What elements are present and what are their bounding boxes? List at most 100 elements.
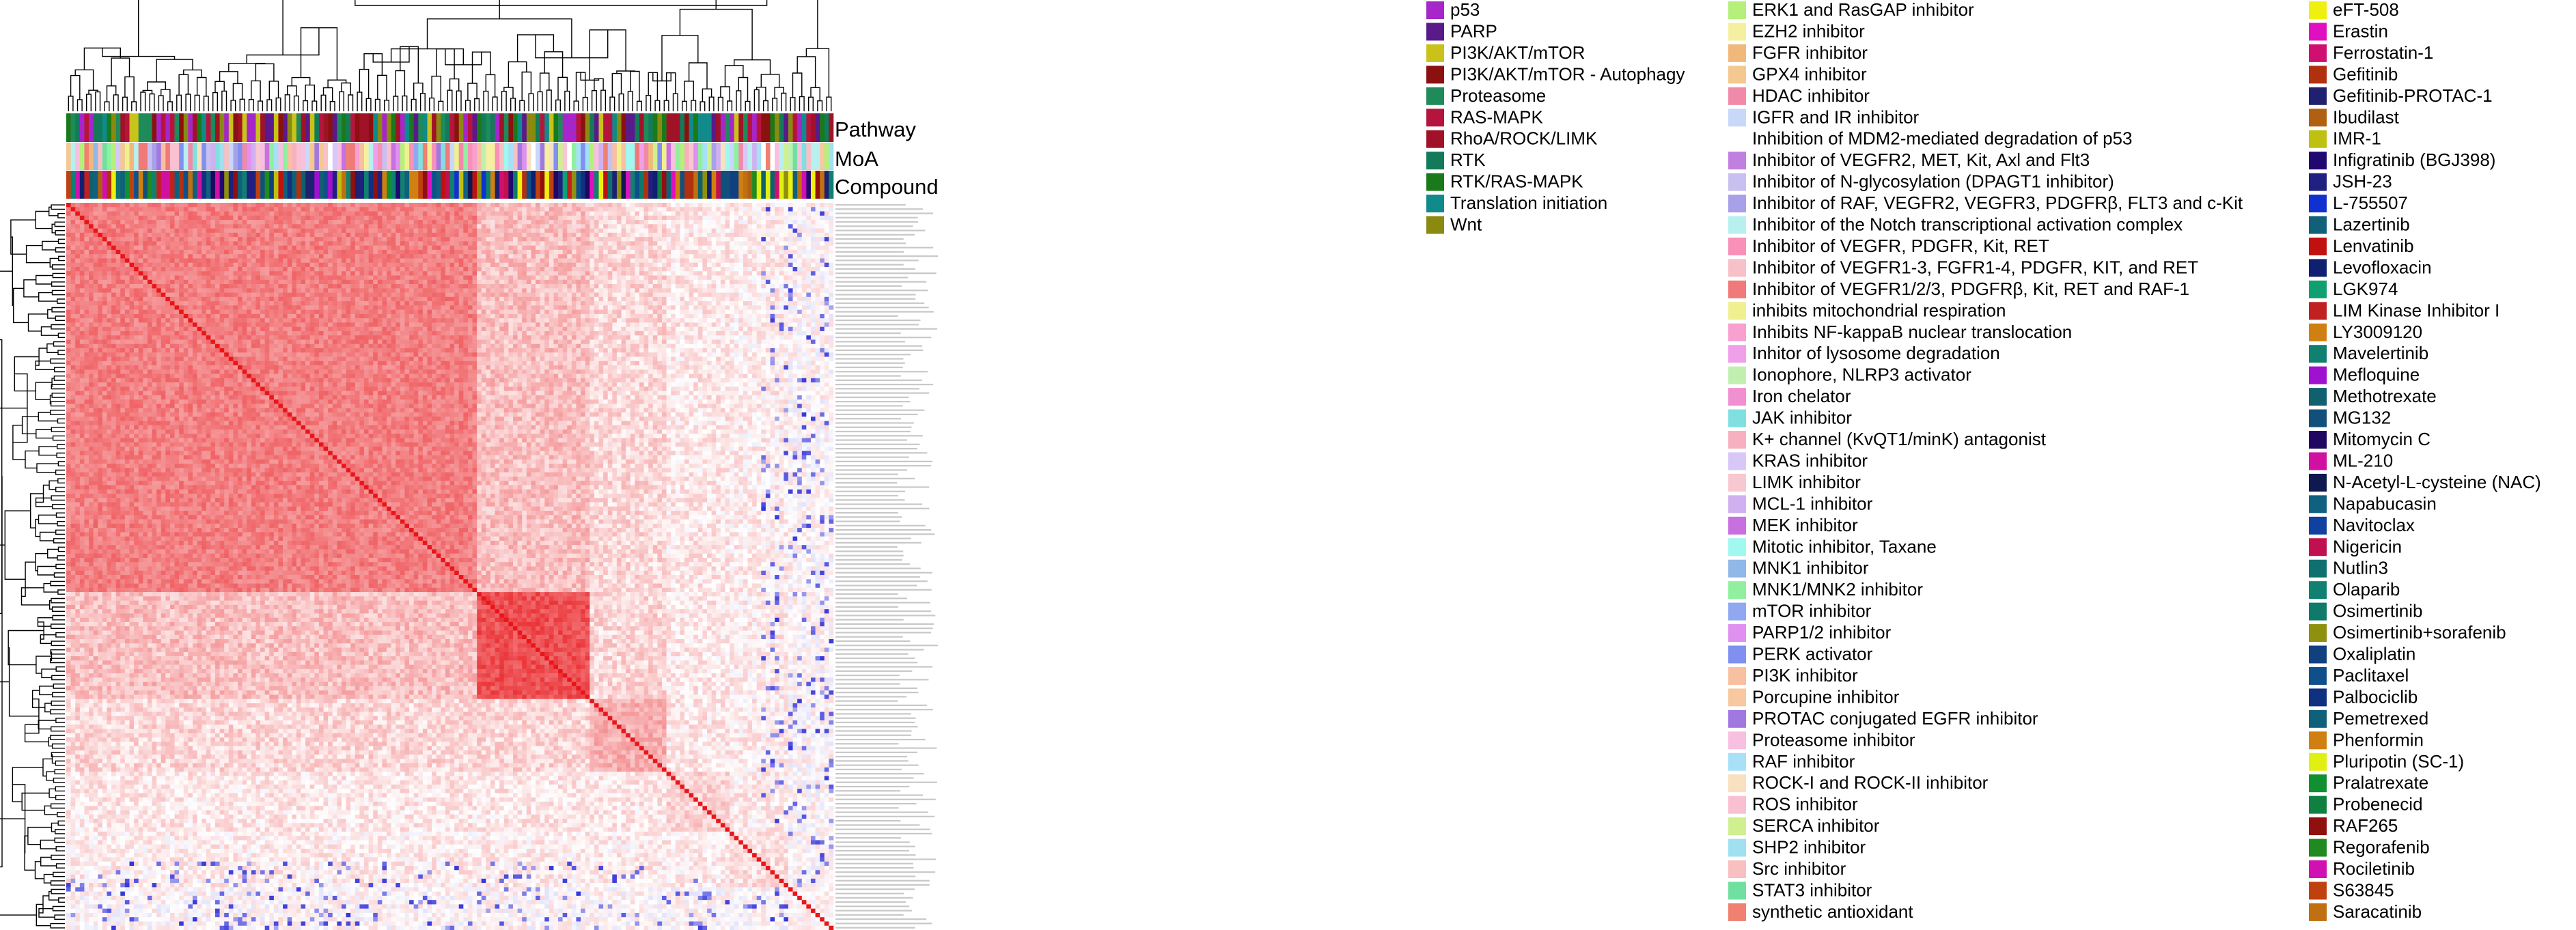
moa-track-cell bbox=[134, 143, 139, 170]
heatmap-cell bbox=[309, 224, 315, 229]
pathway-track-cell bbox=[797, 113, 803, 142]
heatmap-cell bbox=[603, 284, 609, 289]
heatmap-cell bbox=[283, 237, 288, 242]
heatmap-cell bbox=[255, 215, 261, 221]
heatmap-cell bbox=[309, 288, 315, 293]
heatmap-cell bbox=[666, 271, 671, 276]
heatmap-cell bbox=[544, 245, 550, 251]
moa-track-cell bbox=[422, 143, 428, 170]
heatmap-cell bbox=[648, 271, 654, 276]
heatmap-cell bbox=[635, 288, 640, 293]
heatmap-cell bbox=[341, 288, 346, 293]
heatmap-cell bbox=[684, 245, 689, 251]
heatmap-cell bbox=[391, 207, 396, 212]
heatmap-cell bbox=[590, 288, 595, 293]
heatmap-cell bbox=[648, 232, 654, 238]
heatmap-cell bbox=[84, 207, 89, 212]
heatmap-cell bbox=[165, 249, 171, 255]
heatmap-cell bbox=[743, 207, 748, 212]
heatmap-cell bbox=[314, 301, 320, 306]
heatmap-cell bbox=[472, 224, 477, 229]
heatmap-cell bbox=[210, 301, 216, 306]
heatmap-cell bbox=[558, 203, 563, 208]
heatmap-cell bbox=[134, 284, 139, 289]
heatmap-cell bbox=[707, 232, 712, 238]
heatmap-cell bbox=[66, 305, 71, 310]
heatmap-cell bbox=[558, 296, 563, 302]
pathway-track-cell bbox=[720, 113, 725, 142]
heatmap-cell bbox=[183, 279, 189, 285]
heatmap-cell bbox=[337, 228, 342, 234]
heatmap-cell bbox=[697, 262, 703, 268]
heatmap-cell bbox=[238, 296, 243, 302]
heatmap-cell bbox=[404, 301, 410, 306]
heatmap-cell bbox=[179, 279, 184, 285]
heatmap-cell bbox=[292, 292, 297, 298]
compound-track-cell bbox=[368, 171, 374, 199]
pathway-track-cell bbox=[612, 113, 618, 142]
pathway-track-cell bbox=[671, 113, 676, 142]
heatmap-cell bbox=[224, 245, 230, 251]
heatmap-cell bbox=[296, 249, 301, 255]
moa-track-cell bbox=[445, 143, 450, 170]
heatmap-cell bbox=[337, 224, 342, 229]
pathway-track-cell bbox=[734, 113, 739, 142]
heatmap-cell bbox=[571, 207, 577, 212]
heatmap-cell bbox=[467, 224, 473, 229]
heatmap-cell bbox=[630, 275, 635, 281]
pathway-track-cell bbox=[517, 113, 523, 142]
heatmap-cell bbox=[639, 224, 644, 229]
heatmap-cell bbox=[228, 220, 234, 225]
heatmap-cell bbox=[707, 207, 712, 212]
heatmap-cell bbox=[179, 284, 184, 289]
heatmap-cell bbox=[454, 232, 460, 238]
heatmap-cell bbox=[107, 211, 112, 216]
heatmap-cell bbox=[553, 266, 559, 272]
heatmap-cell bbox=[503, 271, 509, 276]
moa-track-cell bbox=[643, 143, 649, 170]
heatmap-cell bbox=[409, 241, 414, 246]
heatmap-cell bbox=[675, 296, 680, 302]
heatmap-cell bbox=[273, 275, 279, 281]
heatmap-cell bbox=[66, 241, 71, 246]
heatmap-cell bbox=[449, 288, 455, 293]
dendrogram-branch bbox=[438, 100, 444, 111]
heatmap-cell bbox=[179, 224, 184, 229]
heatmap-cell bbox=[296, 288, 301, 293]
heatmap-cell bbox=[260, 224, 265, 229]
heatmap-cell bbox=[661, 211, 667, 216]
heatmap-cell bbox=[188, 279, 193, 285]
heatmap-cell bbox=[165, 220, 171, 225]
heatmap-cell bbox=[143, 262, 148, 268]
heatmap-cell bbox=[761, 203, 766, 208]
pathway-track-cell bbox=[66, 113, 71, 142]
heatmap-cell bbox=[711, 266, 717, 272]
heatmap-cell bbox=[797, 241, 803, 246]
heatmap-cell bbox=[323, 288, 329, 293]
heatmap-cell bbox=[102, 249, 107, 255]
dendrogram-branch bbox=[555, 99, 561, 111]
heatmap-cell bbox=[427, 258, 432, 263]
heatmap-cell bbox=[445, 241, 450, 246]
heatmap-cell bbox=[202, 232, 207, 238]
heatmap-cell bbox=[251, 241, 256, 246]
heatmap-cell bbox=[242, 301, 247, 306]
heatmap-cell bbox=[810, 207, 816, 212]
heatmap-cell bbox=[590, 220, 595, 225]
heatmap-cell bbox=[427, 207, 432, 212]
heatmap-cell bbox=[418, 249, 424, 255]
heatmap-cell bbox=[562, 258, 568, 263]
compound-track-cell bbox=[458, 171, 464, 199]
dendrogram-branch bbox=[630, 70, 640, 102]
heatmap-cell bbox=[98, 262, 103, 268]
heatmap-cell bbox=[422, 215, 428, 221]
heatmap-cell bbox=[179, 262, 184, 268]
heatmap-cell bbox=[752, 292, 757, 298]
heatmap-cell bbox=[247, 241, 252, 246]
heatmap-cell bbox=[84, 296, 89, 302]
heatmap-cell bbox=[107, 262, 112, 268]
heatmap-cell bbox=[635, 271, 640, 276]
compound-track-cell bbox=[301, 171, 306, 199]
heatmap-cell bbox=[441, 288, 446, 293]
heatmap-cell bbox=[810, 266, 816, 272]
